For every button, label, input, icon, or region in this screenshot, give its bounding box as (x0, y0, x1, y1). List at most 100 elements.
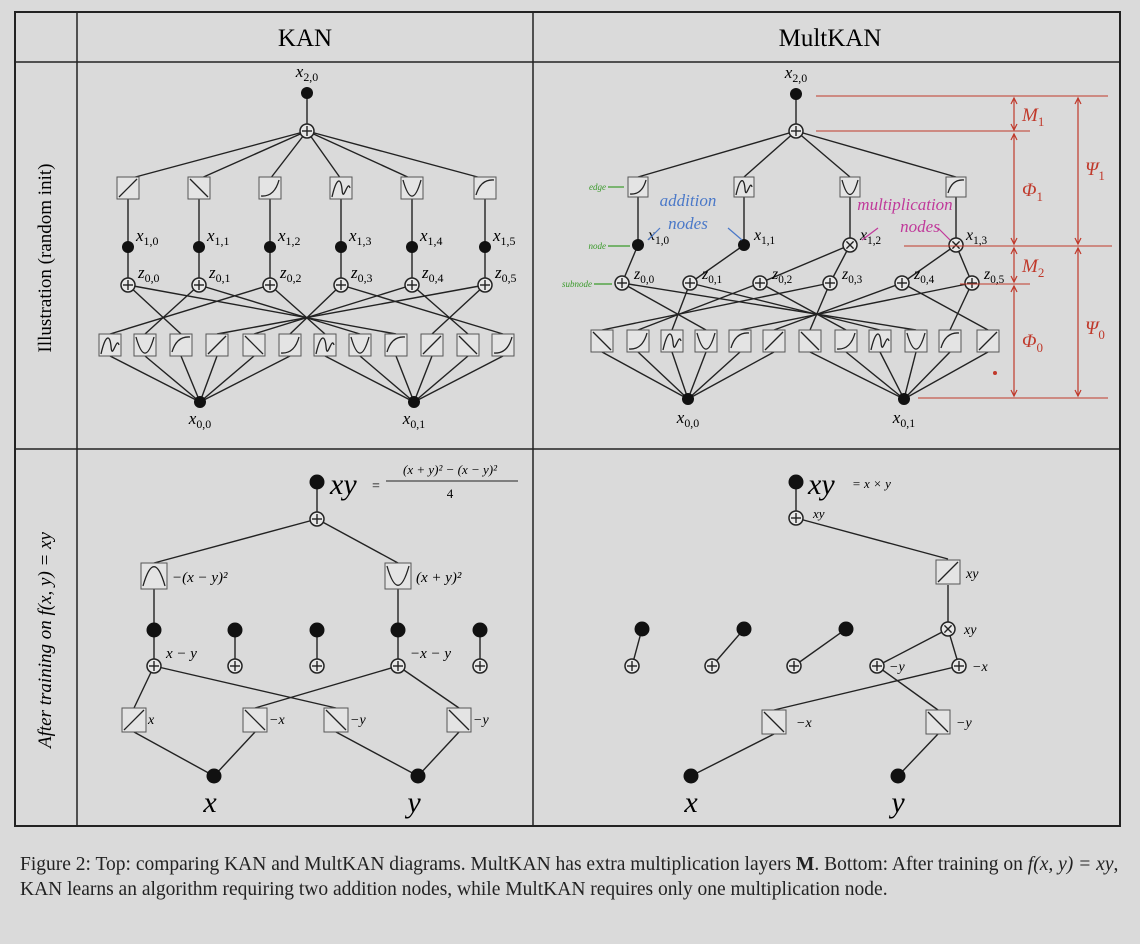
activation-box (456, 333, 480, 357)
node-dot (227, 622, 243, 638)
act-curve (315, 337, 335, 355)
x20-label: x2,0 (295, 62, 318, 84)
activation-box (187, 176, 211, 200)
node-annotation: node (589, 241, 607, 251)
sum-subnode (614, 275, 630, 291)
output-sum (309, 511, 325, 527)
arrow-head (1010, 96, 1018, 105)
x1-label: x1,0 (135, 226, 158, 248)
activation-box (626, 329, 650, 353)
sum-subnode (752, 275, 768, 291)
sum-node (472, 658, 488, 674)
act-curve (493, 336, 513, 354)
node-dot (410, 768, 426, 784)
activation-box (868, 329, 892, 353)
activation-box (133, 333, 157, 357)
edge-line (413, 355, 469, 403)
edge-line (845, 351, 905, 400)
node-dot (309, 622, 325, 638)
activation-box (169, 333, 193, 357)
activation-box (728, 329, 752, 353)
act-frame (98, 333, 122, 357)
kan-bottom-act: x (147, 713, 155, 728)
act-curve (386, 336, 406, 353)
multkan-mult-label: xy (963, 623, 977, 638)
act-frame (473, 176, 497, 200)
kan-init-diagram: x1,0 z0,0 x1,1 z0,1 x1,2 z0,2 x1,3 z0,3 x1,4 z0,4… (98, 62, 517, 431)
arrow-head (1074, 389, 1082, 398)
z0-label: z0,4 (421, 263, 444, 285)
edge-line (253, 284, 413, 335)
act-curve (629, 179, 647, 195)
activation-box (935, 559, 961, 585)
act-curve (135, 336, 155, 354)
edge-line (335, 731, 419, 777)
act-curve (940, 332, 960, 349)
kan-node-left: x − y (165, 646, 197, 662)
sum-node (390, 658, 406, 674)
activation-box (491, 333, 515, 357)
act-curve (836, 332, 856, 350)
edge-line (144, 355, 201, 403)
arrow-head (1010, 389, 1018, 398)
activation-box (242, 707, 268, 733)
sum-node (227, 658, 243, 674)
edge-line (773, 665, 960, 711)
act-curve (260, 179, 280, 197)
input-x: x (202, 786, 217, 819)
edge-line (759, 282, 847, 331)
bracket-M1: M1 (1021, 105, 1044, 129)
kan-bottom-act: −y (473, 713, 489, 728)
sum-subnode (262, 277, 278, 293)
activation-box (590, 329, 614, 353)
mult-z0-label: z0,0 (633, 266, 655, 286)
bracket-Psi1: Ψ1 (1085, 159, 1105, 183)
edge-line (133, 731, 215, 777)
activation-box (140, 562, 168, 590)
node-dot (683, 768, 699, 784)
edge-line (198, 130, 308, 180)
node-dot (122, 241, 134, 253)
z0-label: z0,0 (137, 263, 160, 285)
edge-line (879, 351, 905, 400)
z0-label: z0,3 (350, 263, 373, 285)
edge-line (690, 733, 775, 777)
act-curve (730, 332, 750, 349)
times-b (951, 240, 961, 250)
act-frame (278, 333, 302, 357)
node-dot (738, 239, 750, 251)
figure-caption: Figure 2: Top: comparing KAN and MultKAN… (20, 852, 1128, 902)
edge-line (759, 244, 851, 284)
edge-line (637, 351, 689, 400)
multiplication-annotation: nodes (900, 217, 940, 236)
multkan-init-diagram: x1,0 x1,1 x1,2 x1,3z0,0 z0,1 z0,2 z0,3 z0,4 z0,5… (562, 63, 1112, 430)
edge-line (306, 130, 413, 180)
table-frame (14, 11, 1121, 827)
edge-line (109, 355, 201, 403)
edge-line (431, 284, 486, 335)
multkan-bottom-act: −x (796, 716, 812, 731)
x1-label: x1,3 (348, 226, 371, 248)
edge-line (727, 227, 743, 241)
bracket-Phi0: Φ0 (1022, 331, 1043, 355)
node-dot (206, 768, 222, 784)
sum-node (786, 658, 802, 674)
multkan-sub-right: −x (972, 660, 988, 675)
multiplication-annotation: multiplication (857, 195, 952, 214)
node-dot (479, 241, 491, 253)
act-curve (662, 333, 682, 351)
sum-subnode (682, 275, 698, 291)
mult-node (948, 237, 964, 253)
node-dot (408, 396, 420, 408)
arrow-head (1074, 237, 1082, 246)
header-multkan: MultKAN (779, 25, 882, 52)
times-b (845, 240, 855, 250)
kan-equation-num: (x + y)² − (x − y)² (403, 462, 498, 477)
sum-subnode (894, 275, 910, 291)
act-curve (841, 179, 859, 196)
sum-subnode (191, 277, 207, 293)
comparison-figure: KAN MultKAN Illustration (random init) A… (14, 11, 1121, 827)
kan-act-right: (x + y)² (416, 570, 462, 586)
sum-node (869, 658, 885, 674)
act-frame (938, 329, 962, 353)
